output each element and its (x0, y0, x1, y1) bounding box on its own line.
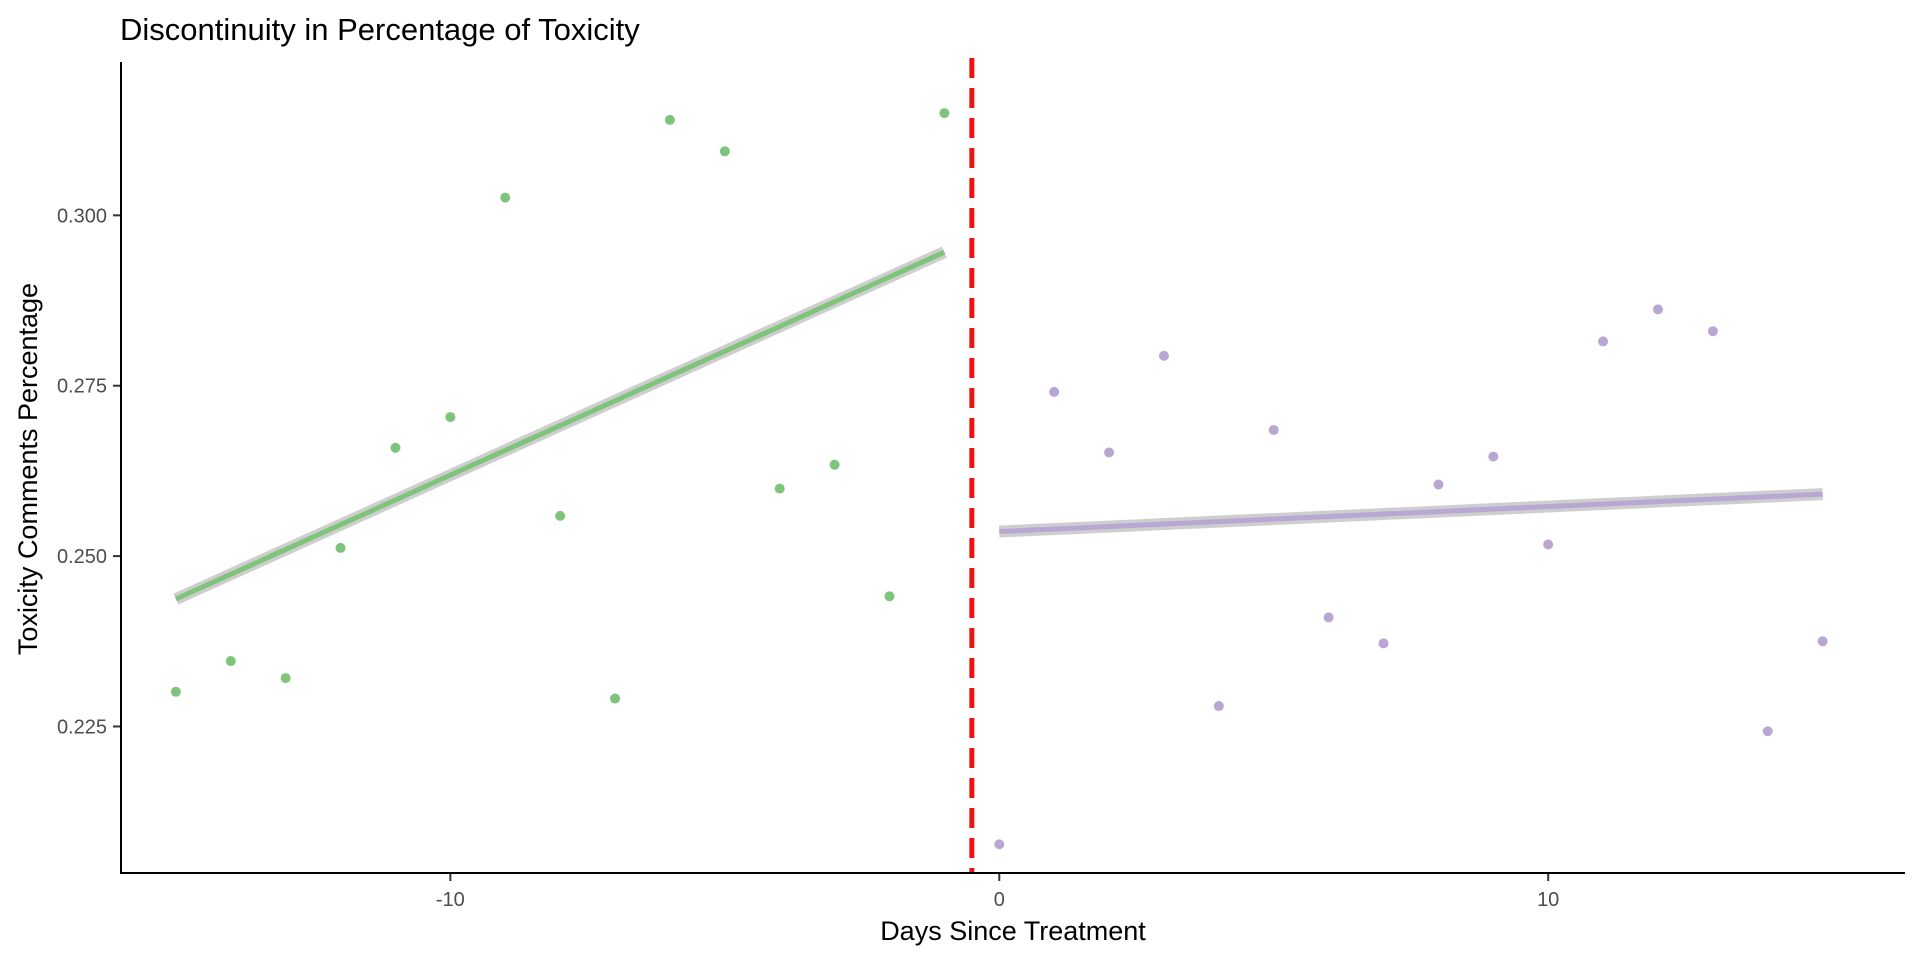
data-point (1707, 326, 1718, 337)
y-tick-label: 0.250 (57, 546, 107, 568)
data-point (1598, 336, 1609, 347)
y-tick-label: 0.300 (57, 205, 107, 227)
data-point (610, 693, 621, 704)
x-tick-label: 0 (994, 889, 1005, 911)
data-point (335, 542, 346, 553)
y-tick-label: 0.275 (57, 376, 107, 398)
data-point (170, 686, 181, 697)
x-tick-label: 10 (1537, 889, 1559, 911)
data-point (445, 412, 456, 423)
data-point (500, 192, 511, 203)
fit-line (174, 249, 946, 602)
data-point (1762, 726, 1773, 737)
data-point (1158, 350, 1169, 361)
data-point (1378, 638, 1389, 649)
data-point (774, 483, 785, 494)
data-point (1652, 304, 1663, 315)
plot-area (170, 58, 1828, 873)
chart-title: Discontinuity in Percentage of Toxicity (120, 12, 640, 47)
data-point (225, 656, 236, 667)
data-point (664, 114, 675, 125)
data-point (994, 839, 1005, 850)
y-tick-label: 0.225 (57, 716, 107, 738)
x-axis-title: Days Since Treatment (880, 916, 1146, 946)
data-point (1104, 447, 1115, 458)
y-axis: 0.225 0.250 0.275 0.300 (57, 205, 121, 738)
data-point (1049, 386, 1060, 397)
data-point (1817, 636, 1828, 647)
data-point (1323, 612, 1334, 623)
data-point (829, 459, 840, 470)
data-point (280, 673, 291, 684)
data-point (1213, 701, 1224, 712)
data-point (939, 108, 950, 119)
fit-line (999, 491, 1823, 535)
data-point (555, 510, 566, 521)
x-axis: -10 0 10 (436, 873, 1559, 911)
data-point (1488, 451, 1499, 462)
data-point (719, 146, 730, 157)
x-tick-label: -10 (436, 889, 465, 911)
data-point (1268, 425, 1279, 436)
data-point (390, 442, 401, 453)
data-point (1433, 479, 1444, 490)
data-point (1543, 539, 1554, 550)
y-axis-title: Toxicity Comments Percentage (13, 283, 43, 655)
data-point (884, 591, 895, 602)
